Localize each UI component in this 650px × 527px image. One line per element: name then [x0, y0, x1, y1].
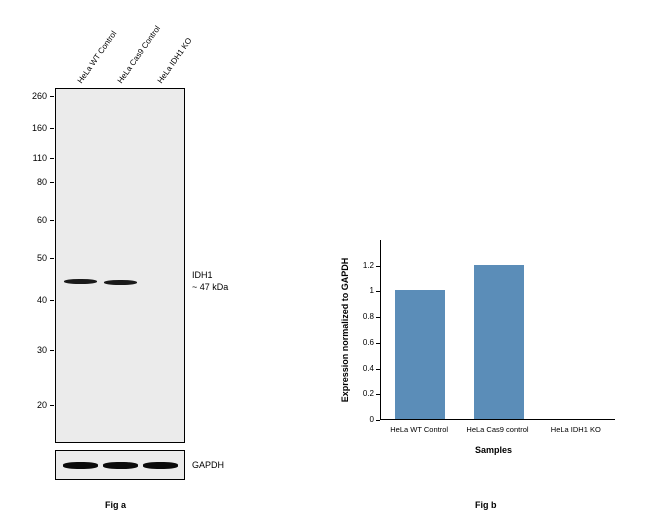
lane-labels-group: HeLa WT Control HeLa Cas9 Control HeLa I…: [65, 10, 205, 85]
y-tick-label: 1: [349, 286, 374, 295]
lane-label-1: HeLa WT Control: [76, 29, 119, 85]
lane-label-3: HeLa IDH1 KO: [156, 36, 194, 85]
mw-tick: [50, 300, 54, 301]
mw-tick: [50, 96, 54, 97]
fig-b-caption: Fig b: [475, 500, 497, 510]
y-axis-title: Expression normalized to GAPDH: [340, 240, 350, 420]
fig-a-caption: Fig a: [105, 500, 126, 510]
y-tick-mark: [376, 369, 380, 370]
y-tick-mark: [376, 343, 380, 344]
y-tick-mark: [376, 291, 380, 292]
x-label-0: HeLa WT Control: [380, 425, 458, 434]
y-tick-label: 0: [349, 415, 374, 424]
western-blot-gapdh: [55, 450, 185, 480]
mw-tick: [50, 258, 54, 259]
mw-tick: [50, 128, 54, 129]
y-tick-label: 0.4: [349, 364, 374, 373]
idh1-label: IDH1: [192, 270, 213, 280]
mw-marker-50: 50: [22, 253, 47, 263]
lane-label-2: HeLa Cas9 Control: [116, 24, 162, 85]
idh1-band-lane1: [64, 279, 97, 284]
y-tick-mark: [376, 420, 380, 421]
mw-marker-40: 40: [22, 295, 47, 305]
x-axis-title: Samples: [475, 445, 512, 455]
bar-1: [474, 265, 524, 419]
bar-chart: 0 0.2 0.4 0.6 0.8 1 1.2 HeLa WT ControlHeLa Ca…: [345, 230, 625, 460]
mw-tick: [50, 405, 54, 406]
gapdh-label: GAPDH: [192, 460, 224, 470]
gapdh-band-lane1: [63, 462, 98, 469]
mw-marker-30: 30: [22, 345, 47, 355]
y-tick-mark: [376, 394, 380, 395]
y-tick-label: 1.2: [349, 261, 374, 270]
plot-area: [380, 240, 615, 420]
figure-b: 0 0.2 0.4 0.6 0.8 1 1.2 HeLa WT ControlHeLa Ca…: [300, 0, 650, 527]
mw-marker-110: 110: [22, 153, 47, 163]
x-label-1: HeLa Cas9 control: [458, 425, 536, 434]
x-label-2: HeLa IDH1 KO: [537, 425, 615, 434]
y-tick-label: 0.8: [349, 312, 374, 321]
mw-marker-60: 60: [22, 215, 47, 225]
y-tick-label: 0.6: [349, 338, 374, 347]
mw-marker-160: 160: [22, 123, 47, 133]
mw-tick: [50, 158, 54, 159]
bar-0: [395, 290, 445, 419]
idh1-kda-label: ~ 47 kDa: [192, 282, 228, 292]
figure-a: HeLa WT Control HeLa Cas9 Control HeLa I…: [0, 0, 300, 527]
gapdh-band-lane3: [143, 462, 178, 469]
mw-marker-260: 260: [22, 91, 47, 101]
gapdh-band-lane2: [103, 462, 138, 469]
mw-tick: [50, 182, 54, 183]
mw-tick: [50, 220, 54, 221]
mw-tick: [50, 350, 54, 351]
y-tick-mark: [376, 317, 380, 318]
mw-marker-80: 80: [22, 177, 47, 187]
y-tick-mark: [376, 266, 380, 267]
idh1-band-lane2: [104, 280, 137, 285]
western-blot-main: [55, 88, 185, 443]
mw-marker-20: 20: [22, 400, 47, 410]
y-tick-label: 0.2: [349, 389, 374, 398]
